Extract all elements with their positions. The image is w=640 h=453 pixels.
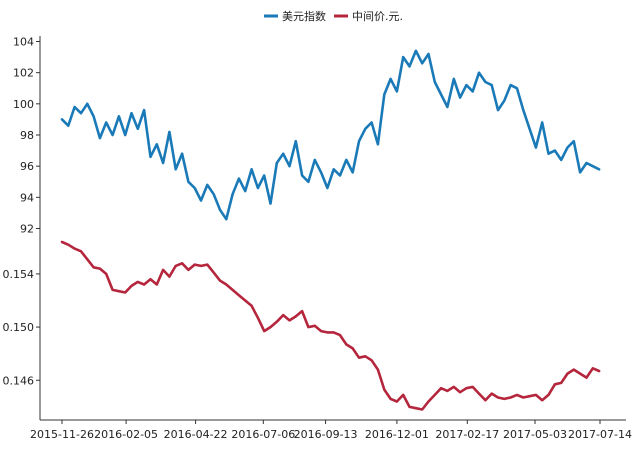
x-tick-label: 2017-07-14 (568, 428, 632, 441)
x-tick-label: 2016-09-13 (294, 428, 358, 441)
y-tick-label: 0.154 (3, 268, 35, 281)
series-line-cny-rate (60, 240, 601, 411)
y-tick-label: 94 (20, 191, 34, 204)
x-tick-label: 2016-07-06 (231, 428, 295, 441)
y-tick-label: 98 (20, 129, 34, 142)
y-tick-label: 0.150 (3, 321, 35, 334)
x-tick-label: 2017-02-17 (435, 428, 499, 441)
y-tick-label: 96 (20, 160, 34, 173)
y-tick-label: 102 (13, 67, 34, 80)
series-line-usd-index (60, 49, 601, 221)
legend-label-cny-rate: 中间价.元. (352, 10, 403, 23)
y-tick-label: 100 (13, 98, 34, 111)
x-tick-label: 2016-12-01 (365, 428, 429, 441)
chart-panels: 92 94 96 98 100 102 104 0.146 0.150 0.154 (3, 36, 601, 411)
legend-label-usd-index: 美元指数 (282, 9, 326, 23)
y-tick-label: 104 (13, 36, 34, 49)
legend: 美元指数 中间价.元. (264, 9, 403, 23)
x-tick-label: 2016-02-05 (94, 428, 158, 441)
x-tick-label: 2015-11-26 (30, 428, 94, 441)
x-tick-label: 2017-05-03 (503, 428, 567, 441)
x-axis-ticks: 2015-11-26 2016-02-05 2016-04-22 2016-07-06… (30, 420, 632, 441)
x-tick-label: 2016-04-22 (164, 428, 228, 441)
y-tick-label: 92 (20, 223, 34, 236)
y-tick-label: 0.146 (3, 374, 35, 387)
